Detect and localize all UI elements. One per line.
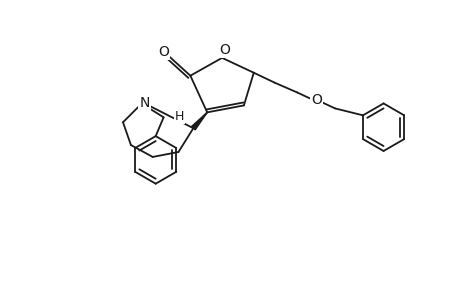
Polygon shape — [191, 112, 207, 130]
Text: O: O — [219, 43, 230, 57]
Text: N: N — [139, 96, 150, 110]
Text: H: H — [174, 110, 184, 123]
Text: O: O — [310, 94, 321, 107]
Text: O: O — [158, 45, 169, 59]
